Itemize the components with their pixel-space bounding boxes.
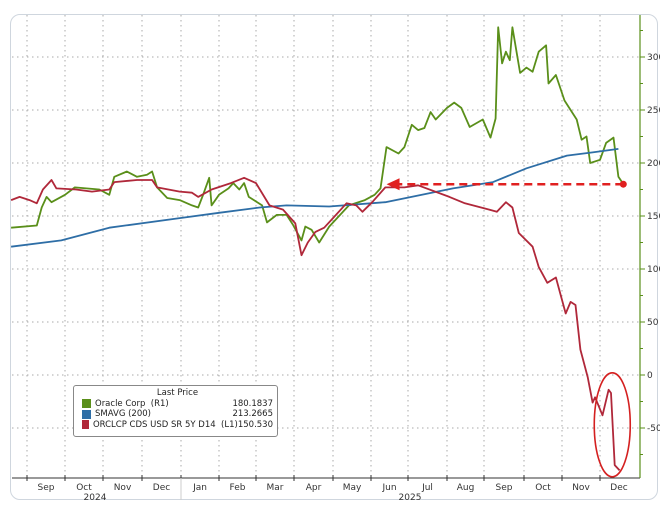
y-tick-label: 250 xyxy=(647,106,660,116)
year-label: 2025 xyxy=(399,493,422,503)
x-tick-label: Dec xyxy=(153,483,170,493)
legend-title: Last Price xyxy=(156,388,199,398)
legend-label: SMAVG (200) xyxy=(95,409,151,419)
x-tick-label: Jan xyxy=(192,483,207,493)
legend-swatch xyxy=(82,409,91,419)
x-tick-label: Apr xyxy=(306,483,322,493)
x-tick-label: Jul xyxy=(421,483,433,493)
legend-label: ORCLCP CDS USD SR 5Y D14 (L1) xyxy=(92,419,238,430)
x-tick-label: Feb xyxy=(230,483,246,493)
x-tick-label: Dec xyxy=(610,483,627,493)
legend-entry-oracle: Oracle Corp (R1) 180.1837 xyxy=(82,399,273,410)
y-tick-label: 150 xyxy=(647,212,660,222)
year-label: 2024 xyxy=(84,493,107,503)
arrow-origin-dot xyxy=(619,180,627,188)
legend-entry-cds: ORCLCP CDS USD SR 5Y D14 (L1) 150.530 xyxy=(82,420,273,431)
y-tick-label: 50 xyxy=(647,318,659,328)
x-tick-label: Mar xyxy=(267,483,284,493)
arrow-head-icon xyxy=(386,178,400,191)
y-tick-label: 300 xyxy=(647,53,660,63)
legend-label: Oracle Corp (R1) xyxy=(95,398,169,409)
x-tick-label: Oct xyxy=(535,483,551,493)
x-tick-label: Aug xyxy=(457,483,475,493)
x-tick-label: Nov xyxy=(572,483,590,493)
chart-frame xyxy=(10,14,658,500)
legend: Last Price Oracle Corp (R1) 180.1837 SMA… xyxy=(73,385,278,437)
series-line-oracle xyxy=(11,26,625,244)
legend-value: 213.2665 xyxy=(232,409,273,419)
x-tick-label: May xyxy=(343,483,362,493)
legend-entry-smavg: SMAVG (200) 213.2665 xyxy=(82,409,273,420)
y-tick-label: 0 xyxy=(647,371,653,381)
x-tick-label: Sep xyxy=(496,483,513,493)
y-tick-label: 100 xyxy=(647,265,660,275)
series-line-smavg xyxy=(10,148,619,248)
legend-value: 180.1837 xyxy=(232,398,273,409)
x-tick-label: Sep xyxy=(38,483,55,493)
x-tick-label: Jun xyxy=(381,483,396,493)
legend-value: 150.530 xyxy=(237,419,273,430)
legend-swatch xyxy=(82,420,89,430)
y-tick-label: 200 xyxy=(647,159,660,169)
y-tick-label: -50 xyxy=(647,424,660,434)
x-tick-label: Oct xyxy=(76,483,92,493)
highlight-ellipse xyxy=(593,372,632,478)
x-tick-label: Nov xyxy=(114,483,132,493)
legend-swatch xyxy=(82,399,91,409)
series-line-cds xyxy=(10,176,621,472)
